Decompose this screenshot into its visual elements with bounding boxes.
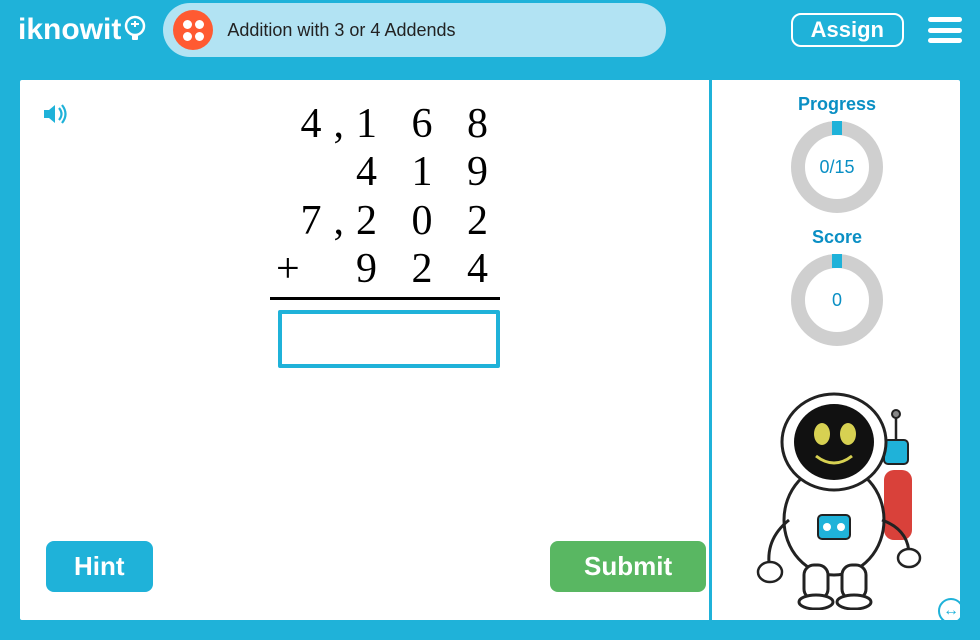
astronaut-robot — [734, 380, 944, 610]
sidebar: Progress 0/15 Score 0 — [714, 80, 960, 620]
operator: + — [276, 245, 300, 293]
sum-rule — [270, 297, 500, 300]
speaker-icon[interactable] — [42, 102, 70, 131]
addend-row-last: + 9 2 4 — [270, 245, 500, 293]
hint-button[interactable]: Hint — [46, 541, 153, 592]
addend-row: 7,2 0 2 — [270, 197, 500, 245]
expand-icon[interactable]: ↔ — [938, 598, 964, 624]
ring-marker — [832, 254, 842, 268]
addend-value: 9 2 4 — [356, 246, 500, 292]
submit-button[interactable]: Submit — [550, 541, 706, 592]
score-label: Score — [714, 227, 960, 248]
title-pill: Addition with 3 or 4 Addends — [163, 3, 665, 57]
addend-row: 4 1 9 — [270, 148, 500, 196]
math-problem: 4,1 6 8 4 1 9 7,2 0 2 + 9 2 4 — [270, 100, 500, 368]
header-right: Assign — [791, 13, 962, 47]
progress-ring: 0/15 — [791, 121, 883, 213]
logo[interactable]: iknowit — [18, 13, 147, 47]
score-ring: 0 — [791, 254, 883, 346]
four-dots-icon — [173, 10, 213, 50]
ring-marker — [832, 121, 842, 135]
app-header: iknowit Addition with 3 or 4 Addends Ass… — [0, 0, 980, 60]
addend-row: 4,1 6 8 — [270, 100, 500, 148]
lesson-title: Addition with 3 or 4 Addends — [227, 20, 455, 41]
assign-button[interactable]: Assign — [791, 13, 904, 47]
content-panel: 4,1 6 8 4 1 9 7,2 0 2 + 9 2 4 Hint Submi… — [20, 80, 960, 620]
menu-icon[interactable] — [928, 17, 962, 43]
logo-text: iknowit — [18, 13, 121, 47]
lightbulb-icon — [123, 15, 147, 45]
progress-value: 0/15 — [819, 157, 854, 178]
vertical-divider — [709, 80, 712, 620]
progress-label: Progress — [714, 94, 960, 115]
score-value: 0 — [832, 290, 842, 311]
answer-input[interactable] — [278, 310, 500, 368]
